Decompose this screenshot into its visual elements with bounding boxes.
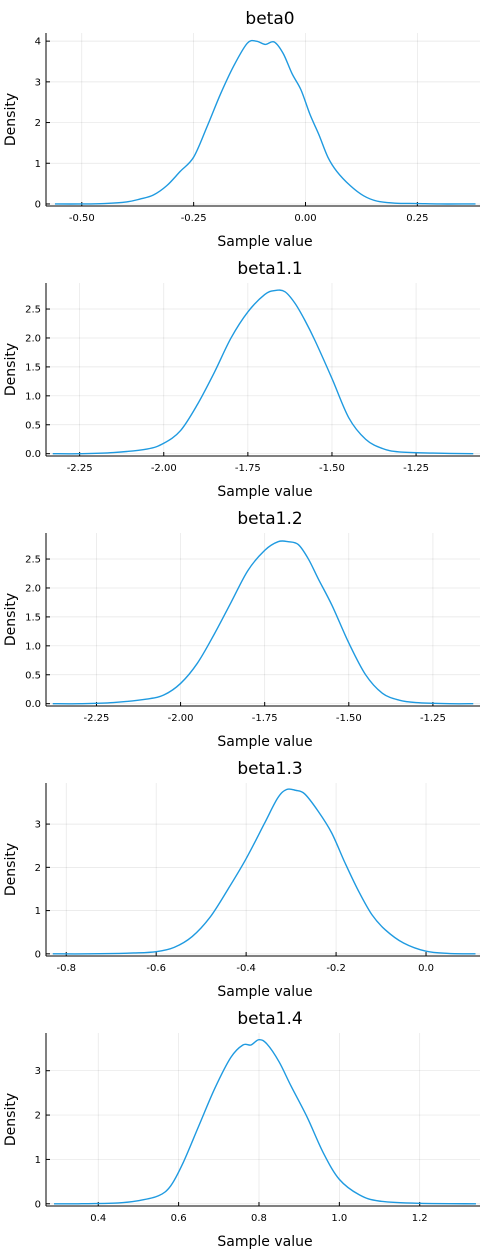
x-axis-label: Sample value bbox=[217, 984, 312, 1000]
y-tick-label: 2.0 bbox=[25, 333, 41, 344]
x-tick-label: 0.4 bbox=[90, 1213, 106, 1224]
y-tick-label: 1.0 bbox=[25, 391, 41, 402]
x-tick-label: -0.50 bbox=[69, 213, 95, 224]
y-tick-label: 3 bbox=[35, 820, 41, 831]
y-tick-label: 3 bbox=[35, 77, 41, 88]
y-tick-label: 0.0 bbox=[25, 449, 41, 460]
x-tick-label: -0.6 bbox=[146, 963, 166, 974]
grid-lines bbox=[46, 1033, 480, 1206]
panel-title: beta1.1 bbox=[237, 259, 302, 279]
y-axis-label: Density bbox=[3, 843, 19, 896]
y-axis-label: Density bbox=[3, 1093, 19, 1146]
density-panel-5: beta1.4 0.4 0.6 0.8 1.0 1.2 0 1 2 3 Sample value De… bbox=[3, 1009, 480, 1249]
y-tick-label: 1 bbox=[35, 159, 41, 170]
x-tick-label: -1.25 bbox=[420, 713, 446, 724]
y-tick-label: 3 bbox=[35, 1066, 41, 1077]
y-tick-label: 4 bbox=[35, 37, 41, 48]
x-tick-label: -1.75 bbox=[252, 713, 278, 724]
density-panel-4: beta1.3 -0.8 -0.6 -0.4 -0.2 0.0 0 1 2 3 Sample val… bbox=[3, 759, 480, 1000]
density-curve bbox=[54, 39, 476, 205]
y-tick-label: 2.0 bbox=[25, 583, 41, 594]
x-tick-label: 0.00 bbox=[294, 213, 316, 224]
y-axis-label: Density bbox=[3, 593, 19, 646]
x-axis-label: Sample value bbox=[217, 734, 312, 750]
x-tick-label: -1.50 bbox=[319, 463, 345, 474]
x-tick-label: -0.25 bbox=[181, 213, 207, 224]
density-curve bbox=[52, 289, 474, 455]
y-tick-label: 2.5 bbox=[25, 305, 41, 316]
y-tick-label: 1.0 bbox=[25, 641, 41, 652]
y-axis-label: Density bbox=[3, 343, 19, 396]
panel-title: beta1.4 bbox=[237, 1009, 302, 1029]
x-tick-label: -1.75 bbox=[235, 463, 261, 474]
x-tick-label: -2.00 bbox=[168, 713, 194, 724]
y-tick-label: 1.5 bbox=[25, 612, 41, 623]
y-tick-label: 0 bbox=[35, 949, 41, 960]
panel-title: beta1.2 bbox=[237, 509, 302, 529]
y-tick-label: 1.5 bbox=[25, 362, 41, 373]
grid-lines bbox=[46, 33, 480, 206]
x-tick-label: 0.25 bbox=[406, 213, 428, 224]
y-tick-label: 0 bbox=[35, 199, 41, 210]
panel-title: beta1.3 bbox=[237, 759, 302, 779]
x-tick-label: 0.8 bbox=[251, 1213, 267, 1224]
x-axis-label: Sample value bbox=[217, 1234, 312, 1249]
x-tick-label: -0.8 bbox=[56, 963, 76, 974]
x-tick-label: 0.6 bbox=[171, 1213, 187, 1224]
panel-title: beta0 bbox=[245, 9, 294, 29]
density-panel-1: beta0 -0.50 -0.25 0.00 0.25 0 1 2 3 4 Sample value… bbox=[3, 9, 480, 250]
y-tick-label: 2 bbox=[35, 1111, 41, 1122]
x-tick-label: -2.00 bbox=[151, 463, 177, 474]
x-tick-label: -0.2 bbox=[326, 963, 346, 974]
y-tick-label: 0.0 bbox=[25, 699, 41, 710]
y-tick-label: 0.5 bbox=[25, 670, 41, 681]
x-axis-label: Sample value bbox=[217, 484, 312, 500]
grid-lines bbox=[46, 783, 480, 956]
y-tick-label: 1 bbox=[35, 1155, 41, 1166]
x-tick-label: -1.50 bbox=[336, 713, 362, 724]
density-curve bbox=[54, 1038, 476, 1205]
density-curve bbox=[52, 788, 476, 955]
y-tick-label: 2 bbox=[35, 863, 41, 874]
x-tick-label: 1.2 bbox=[412, 1213, 428, 1224]
x-tick-label: 1.0 bbox=[331, 1213, 347, 1224]
y-tick-label: 2.5 bbox=[25, 555, 41, 566]
y-tick-label: 1 bbox=[35, 906, 41, 917]
x-axis-label: Sample value bbox=[217, 234, 312, 250]
density-panel-2: beta1.1 -2.25 -2.00 -1.75 -1.50 -1.25 0.0 0.5 1.… bbox=[3, 259, 480, 500]
y-axis-label: Density bbox=[3, 93, 19, 146]
density-panel-3: beta1.2 -2.25 -2.00 -1.75 -1.50 -1.25 0.0 0.5 1.… bbox=[3, 509, 480, 750]
grid-lines bbox=[46, 533, 480, 706]
x-tick-label: -2.25 bbox=[84, 713, 110, 724]
y-tick-label: 0 bbox=[35, 1199, 41, 1210]
x-tick-label: -2.25 bbox=[67, 463, 93, 474]
x-tick-label: -1.25 bbox=[403, 463, 429, 474]
y-tick-label: 2 bbox=[35, 118, 41, 129]
density-curve bbox=[52, 540, 474, 705]
x-tick-label: -0.4 bbox=[236, 963, 256, 974]
y-tick-label: 0.5 bbox=[25, 420, 41, 431]
grid-lines bbox=[46, 283, 480, 456]
x-tick-label: 0.0 bbox=[418, 963, 434, 974]
